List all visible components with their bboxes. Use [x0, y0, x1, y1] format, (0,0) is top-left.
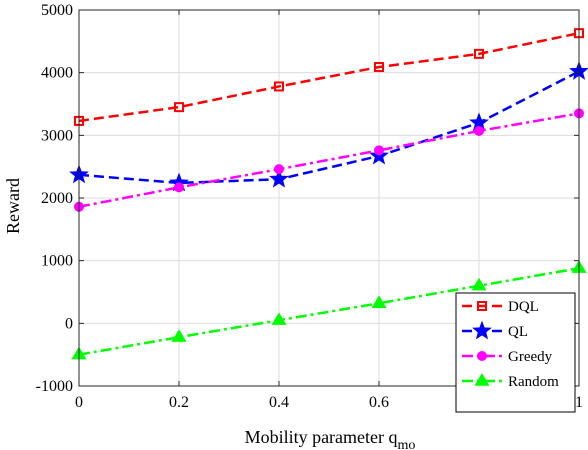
dql-point-3: [374, 62, 384, 73]
greedy-point-3: [374, 145, 384, 156]
y-tick-label-0: -1000: [36, 378, 73, 395]
x-tick-label-2: 0.4: [269, 394, 289, 411]
ql-point-2: [269, 168, 289, 188]
legend-item-random: Random: [462, 373, 559, 390]
x-axis-title-subscript: mo: [398, 438, 416, 450]
axes: [78, 9, 580, 387]
dql-point-2: [274, 81, 284, 92]
dql-point-1: [174, 102, 184, 113]
legend-item-ql: QL: [462, 320, 528, 340]
legend-label-greedy: Greedy: [508, 349, 553, 365]
legend: DQL QL Greedy Random: [455, 292, 576, 413]
x-tick-label-3: 0.6: [369, 394, 389, 411]
series-greedy: [74, 108, 584, 212]
random-point-3: [371, 295, 387, 308]
x-tick-label-0: 0: [75, 394, 83, 411]
random-point-4: [471, 277, 487, 291]
random-point-1: [171, 329, 187, 342]
legend-marker-dql: [477, 301, 487, 311]
random-line: [78, 266, 580, 356]
series-dql: [74, 28, 584, 126]
series-layer: [69, 28, 588, 360]
y-tick-label-1: 0: [65, 315, 73, 332]
x-axis-title: Mobility parameter qmo: [245, 427, 416, 450]
legend-label-random: Random: [508, 374, 559, 390]
greedy-point-4: [474, 125, 484, 136]
y-tick-label-5: 4000: [41, 65, 73, 82]
legend-item-dql: DQL: [462, 299, 539, 315]
x-axis-title-main: Mobility parameter q: [245, 427, 398, 447]
legend-label-ql: QL: [508, 324, 528, 340]
greedy-point-1: [174, 182, 184, 193]
greedy-point-2: [274, 164, 284, 175]
legend-marker-ql: [472, 320, 492, 340]
legend-marker-random: [474, 373, 490, 386]
ql-line: [78, 70, 580, 185]
legend-item-greedy: Greedy: [462, 349, 553, 365]
y-tick-label-6: 5000: [41, 2, 73, 19]
y-tick-label-3: 2000: [41, 190, 73, 207]
y-tick-label-2: 1000: [41, 253, 73, 270]
x-tick-label-1: 0.2: [169, 394, 189, 411]
dql-line: [78, 31, 580, 123]
legend-box: [455, 292, 576, 413]
legend-label-dql: DQL: [508, 299, 539, 315]
random-point-2: [271, 312, 287, 325]
y-axis-title: Reward: [3, 178, 23, 234]
legend-marker-greedy: [477, 351, 487, 361]
greedy-line: [78, 112, 580, 208]
dql-point-4: [474, 48, 484, 59]
y-tick-label-4: 3000: [41, 127, 73, 144]
x-tick-label-5: 1: [575, 394, 583, 411]
series-ql: [69, 60, 588, 192]
